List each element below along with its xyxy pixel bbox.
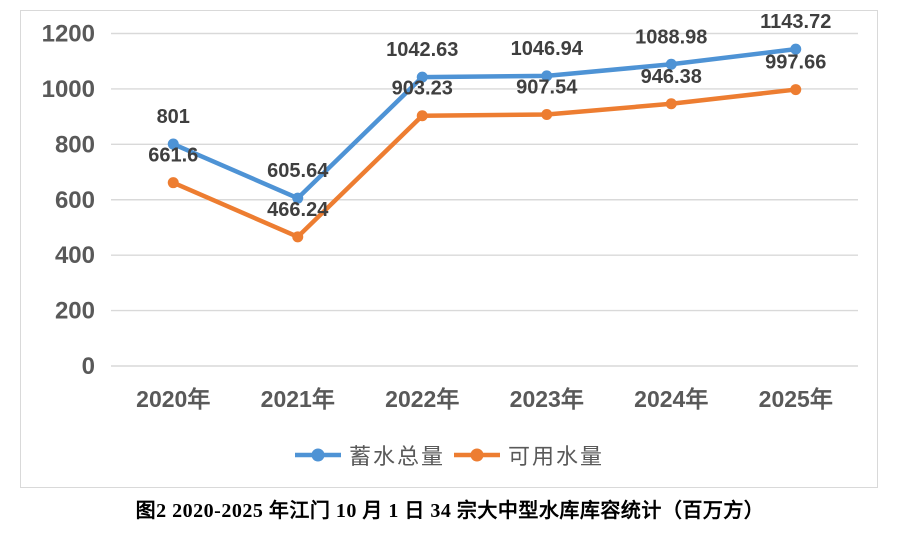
data-point-marker xyxy=(665,98,677,110)
legend-marker-line-dot-icon xyxy=(454,448,500,462)
legend-item-series1[interactable]: 蓄水总量 xyxy=(294,439,445,471)
legend-marker-line-dot-icon xyxy=(294,448,341,462)
data-point-marker xyxy=(416,71,428,83)
y-tick-label: 1000 xyxy=(42,76,95,103)
y-tick-label: 600 xyxy=(55,187,95,214)
line-chart-frame: 0 200 400 600 800 1000 1200 2020年 2021年 2022年 2023… xyxy=(20,10,878,488)
y-tick-label: 200 xyxy=(55,298,95,325)
data-point-label: 907.54 xyxy=(516,77,578,99)
data-point-label: 903.23 xyxy=(392,78,453,100)
data-point-marker xyxy=(541,70,553,82)
data-point-label: 1143.72 xyxy=(760,11,831,33)
data-point-label: 1046.94 xyxy=(511,38,584,60)
x-tick-label: 2025年 xyxy=(759,386,833,412)
data-point-label: 997.66 xyxy=(765,52,826,74)
legend-label-series1: 蓄水总量 xyxy=(348,444,445,469)
y-tick-label: 1200 xyxy=(42,21,95,48)
data-point-marker xyxy=(541,109,553,121)
x-tick-label: 2024年 xyxy=(634,386,708,412)
legend-item-series2[interactable]: 可用水量 xyxy=(453,439,604,471)
chart-legend: 蓄水总量 可用水量 xyxy=(21,439,877,471)
data-point-marker xyxy=(416,110,428,122)
data-point-label: 466.24 xyxy=(267,199,329,221)
data-point-label: 801 xyxy=(157,106,190,128)
y-tick-label: 0 xyxy=(82,353,95,380)
x-tick-label: 2020年 xyxy=(136,386,210,412)
x-tick-label: 2023年 xyxy=(510,386,584,412)
y-tick-label: 400 xyxy=(55,242,95,269)
data-point-marker xyxy=(665,58,677,70)
legend-label-series2: 可用水量 xyxy=(508,444,605,469)
data-point-marker xyxy=(790,84,802,96)
series-line-2 xyxy=(171,87,798,240)
x-tick-label: 2021年 xyxy=(261,386,335,412)
data-point-label: 605.64 xyxy=(267,160,329,182)
data-point-marker xyxy=(790,43,802,55)
data-point-label: 1088.98 xyxy=(635,26,707,48)
y-tick-label: 800 xyxy=(55,131,95,158)
series-line-1 xyxy=(171,46,798,201)
line-chart: 0 200 400 600 800 1000 1200 2020年 2021年 2022年 2023… xyxy=(42,11,858,412)
data-point-label: 661.6 xyxy=(148,145,198,167)
data-point-marker xyxy=(292,192,304,204)
x-tick-label: 2022年 xyxy=(385,386,459,412)
data-point-marker xyxy=(167,177,179,189)
figure-caption: 图2 2020-2025 年江门 10 月 1 日 34 宗大中型水库库容统计（… xyxy=(135,500,765,522)
data-point-label: 1042.63 xyxy=(386,39,458,61)
data-point-marker xyxy=(292,231,304,243)
data-point-marker xyxy=(167,138,179,150)
data-point-label: 946.38 xyxy=(641,66,702,88)
